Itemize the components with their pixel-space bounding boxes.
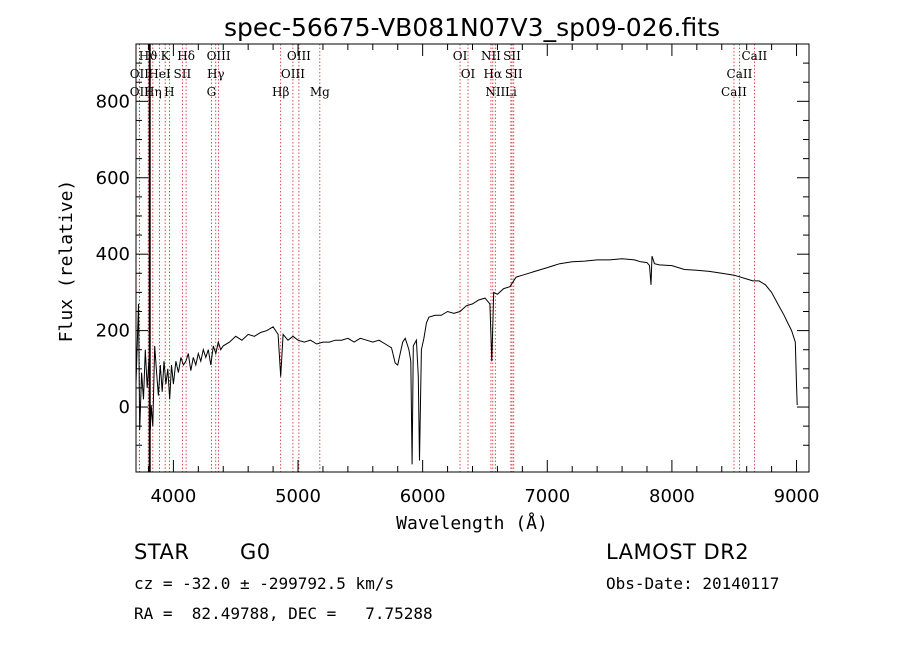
emission-line-label: SII: [503, 49, 521, 63]
ra-dec: RA = 82.49788, DEC = 7.75288: [134, 604, 433, 623]
emission-line-label: Mg: [310, 85, 330, 99]
x-axis-label: Wavelength (Å): [396, 512, 548, 534]
y-tick-label: 200: [96, 321, 130, 342]
emission-line-label: OIII: [207, 49, 231, 63]
emission-line-label: OII: [130, 85, 150, 99]
emission-line-label: Hγ: [207, 67, 225, 81]
emission-line-label: Li: [505, 85, 517, 99]
y-axis-ticks: 0 200 400 600 800: [96, 62, 809, 446]
emission-line-label: OI: [461, 67, 476, 81]
x-tick-label: 4000: [150, 486, 196, 507]
emission-line-label: Hα: [484, 67, 503, 81]
emission-line-label: HeI: [148, 67, 171, 81]
plot-frame: [135, 43, 810, 473]
emission-line-label: OIII: [281, 67, 305, 81]
y-axis-label: Flux (relative): [56, 180, 77, 343]
chart-title: spec-56675-VB081N07V3_sp09-026.fits: [224, 13, 720, 42]
emission-line-label: H: [164, 85, 174, 99]
observation-date: Obs-Date: 20140117: [606, 574, 780, 593]
x-tick-label: 5000: [275, 486, 321, 507]
object-class: STAR: [134, 540, 190, 564]
emission-line-label: CaII: [727, 67, 753, 81]
x-tick-label: 7000: [524, 486, 570, 507]
y-tick-label: 400: [96, 244, 130, 265]
spectrum-line: [135, 255, 798, 465]
emission-line-label: OIII: [287, 49, 311, 63]
x-tick-label: 9000: [774, 486, 820, 507]
emission-line-label: CaII: [721, 85, 747, 99]
survey-name: LAMOST DR2: [606, 540, 750, 564]
emission-line-label: NII: [485, 85, 505, 99]
y-tick-label: 800: [96, 91, 130, 112]
x-axis-ticks: 4000 5000 6000 7000 8000 9000: [147, 44, 820, 507]
emission-line-label: G: [207, 85, 217, 99]
emission-line-label: SII: [505, 67, 523, 81]
x-tick-label: 8000: [649, 486, 695, 507]
redshift-cz: cz = -32.0 ± -299792.5 km/s: [134, 574, 395, 593]
y-tick-label: 600: [96, 168, 130, 189]
emission-line-label: OII: [130, 67, 150, 81]
emission-line-label: K: [161, 49, 171, 63]
emission-line-label: NII: [481, 49, 501, 63]
emission-line-label: Hη: [144, 85, 162, 99]
emission-line-label: SII: [174, 67, 192, 81]
emission-line-label: OI: [453, 49, 468, 63]
emission-line-label: Hδ: [177, 49, 195, 63]
emission-line-label: Hϑ: [139, 49, 158, 63]
emission-line-markers: [138, 44, 755, 472]
x-tick-label: 6000: [400, 486, 446, 507]
object-subclass: G0: [240, 540, 271, 564]
y-tick-label: 0: [119, 397, 130, 418]
emission-line-label: CaII: [741, 49, 767, 63]
emission-line-label: Hβ: [272, 85, 289, 99]
